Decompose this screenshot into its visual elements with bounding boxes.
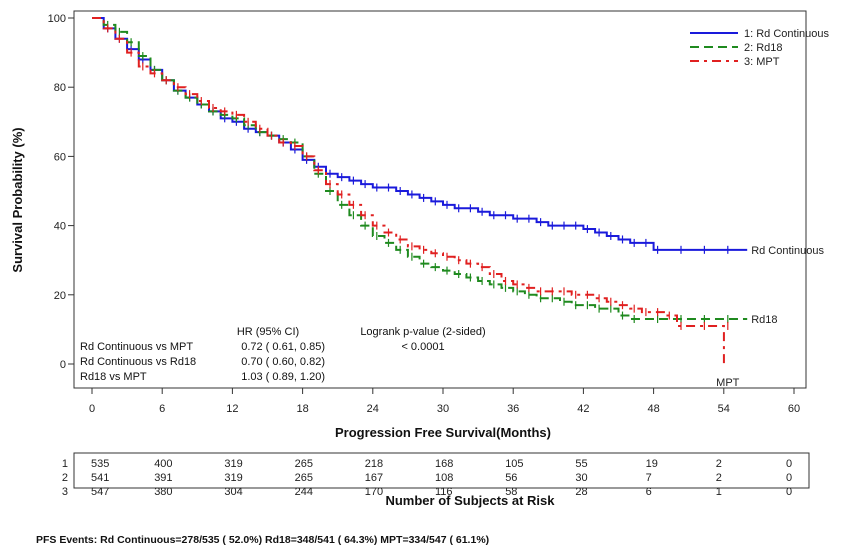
curve-end-label: Rd18 bbox=[751, 314, 777, 326]
risk-cell: 30 bbox=[575, 472, 587, 484]
y-tick-label: 60 bbox=[54, 151, 66, 163]
hr-comparison-value: 1.03 ( 0.89, 1.20) bbox=[241, 371, 325, 383]
plot-frame bbox=[73, 10, 807, 389]
km-curve-rd18 bbox=[92, 17, 748, 321]
x-tick-label: 12 bbox=[226, 403, 238, 415]
risk-row-label: 2 bbox=[62, 472, 68, 484]
legend-label: 2: Rd18 bbox=[744, 42, 783, 54]
legend-label: 3: MPT bbox=[744, 56, 780, 68]
risk-cell: 0 bbox=[786, 472, 792, 484]
risk-cell: 168 bbox=[435, 458, 453, 470]
risk-cell: 265 bbox=[295, 472, 313, 484]
hr-header: HR (95% CI) bbox=[237, 326, 299, 338]
risk-cell: 2 bbox=[716, 458, 722, 470]
risk-cell: 6 bbox=[646, 486, 652, 498]
risk-cell: 116 bbox=[435, 486, 453, 498]
hr-comparison-label: Rd Continuous vs MPT bbox=[80, 341, 193, 353]
risk-row-label: 3 bbox=[62, 486, 68, 498]
y-tick-label: 80 bbox=[54, 82, 66, 94]
risk-cell: 0 bbox=[786, 486, 792, 498]
x-tick-label: 54 bbox=[718, 403, 730, 415]
x-tick-label: 60 bbox=[788, 403, 800, 415]
risk-cell: 167 bbox=[365, 472, 383, 484]
risk-cell: 7 bbox=[646, 472, 652, 484]
km-curve-rd-continuous bbox=[92, 17, 748, 251]
risk-cell: 0 bbox=[786, 458, 792, 470]
x-tick-label: 0 bbox=[89, 403, 95, 415]
pfs-events-footer: PFS Events: Rd Continuous=278/535 ( 52.0… bbox=[36, 534, 490, 546]
y-tick-label: 20 bbox=[54, 290, 66, 302]
y-axis: 0 20 40 60 80 100 bbox=[48, 13, 74, 371]
risk-cell: 547 bbox=[91, 486, 109, 498]
curve-end-label: Rd Continuous bbox=[751, 245, 824, 257]
risk-row-label: 1 bbox=[62, 458, 68, 470]
risk-cell: 535 bbox=[91, 458, 109, 470]
hr-comparison-value: 0.72 ( 0.61, 0.85) bbox=[241, 341, 325, 353]
curve-end-label: MPT bbox=[716, 377, 740, 389]
hr-comparison-value: 0.70 ( 0.60, 0.82) bbox=[241, 356, 325, 368]
x-tick-label: 30 bbox=[437, 403, 449, 415]
y-tick-label: 40 bbox=[54, 221, 66, 233]
risk-cell: 19 bbox=[646, 458, 658, 470]
risk-cell: 170 bbox=[365, 486, 383, 498]
risk-table: 1 535 400 319 265 218 168 105 55 19 2 02 541 391 319 26… bbox=[62, 458, 792, 498]
legend-label: 1: Rd Continuous bbox=[744, 28, 829, 40]
x-tick-label: 24 bbox=[367, 403, 379, 415]
risk-table-title: Number of Subjects at Risk bbox=[385, 493, 555, 508]
x-tick-label: 36 bbox=[507, 403, 519, 415]
risk-cell: 319 bbox=[224, 458, 242, 470]
risk-cell: 319 bbox=[224, 472, 242, 484]
x-axis: 0 6 12 18 24 30 36 42 48 54 60 bbox=[89, 388, 800, 415]
hr-comparison-label: Rd Continuous vs Rd18 bbox=[80, 356, 196, 368]
hr-annotation: HR (95% CI) Logrank p-value (2-sided) < 0.… bbox=[80, 326, 486, 383]
risk-cell: 380 bbox=[154, 486, 172, 498]
x-tick-label: 18 bbox=[296, 403, 308, 415]
risk-cell: 108 bbox=[435, 472, 453, 484]
risk-cell: 1 bbox=[716, 486, 722, 498]
logrank-header: Logrank p-value (2-sided) bbox=[360, 326, 485, 338]
x-tick-label: 48 bbox=[647, 403, 659, 415]
risk-cell: 265 bbox=[295, 458, 313, 470]
risk-cell: 541 bbox=[91, 472, 109, 484]
risk-table-frame bbox=[73, 452, 810, 489]
legend: 1: Rd Continuous 2: Rd18 3: MPT bbox=[690, 28, 829, 68]
x-axis-title: Progression Free Survival(Months) bbox=[335, 425, 551, 440]
risk-cell: 2 bbox=[716, 472, 722, 484]
risk-cell: 304 bbox=[224, 486, 242, 498]
x-tick-label: 6 bbox=[159, 403, 165, 415]
x-tick-label: 42 bbox=[577, 403, 589, 415]
y-axis-title: Survival Probability (%) bbox=[10, 127, 25, 272]
risk-cell: 55 bbox=[575, 458, 587, 470]
risk-cell: 391 bbox=[154, 472, 172, 484]
risk-cell: 105 bbox=[505, 458, 523, 470]
risk-cell: 58 bbox=[505, 486, 517, 498]
hr-comparison-label: Rd18 vs MPT bbox=[80, 371, 147, 383]
series-group: Rd Continuous Rd18 MPT bbox=[92, 17, 824, 389]
km-curve-mpt bbox=[92, 17, 725, 364]
risk-cell: 244 bbox=[295, 486, 313, 498]
logrank-value: < 0.0001 bbox=[401, 341, 444, 353]
risk-cell: 400 bbox=[154, 458, 172, 470]
risk-cell: 218 bbox=[365, 458, 383, 470]
risk-cell: 56 bbox=[505, 472, 517, 484]
y-tick-label: 100 bbox=[48, 13, 66, 25]
risk-cell: 28 bbox=[575, 486, 587, 498]
y-tick-label: 0 bbox=[60, 359, 66, 371]
